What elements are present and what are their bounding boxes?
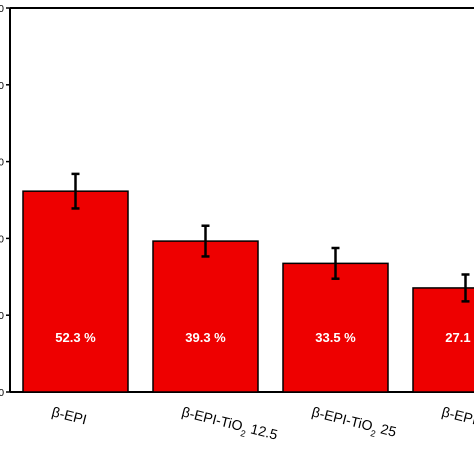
- y-tick-label-3: 60: [0, 158, 4, 169]
- category-label-main-0: β-EPI: [50, 403, 88, 427]
- category-label-sub-1: 2: [239, 428, 246, 439]
- data-label-1: 39.3 %: [185, 330, 226, 345]
- category-labels: β-EPI β-EPI-TiO2 12.5 β-EPI-TiO2 25 β-EPI-T…: [50, 403, 474, 446]
- category-label-main-1: β-EPI-TiO: [180, 403, 244, 434]
- bar-3: [412, 287, 474, 393]
- category-label-main-3: β-EPI-TiO: [440, 403, 474, 434]
- category-label-1: β-EPI-TiO2 12.5: [179, 403, 279, 446]
- category-label-tail-1: 12.5: [245, 420, 279, 443]
- y-tick-label-2: 40: [0, 234, 4, 245]
- category-label-3: β-EPI-TiO2 50: [439, 403, 474, 443]
- category-label-2: β-EPI-TiO2 25: [309, 403, 398, 443]
- y-tick-label-5: 100: [0, 4, 4, 15]
- y-tick-label-0: 0: [0, 388, 4, 399]
- bars: [22, 190, 474, 393]
- category-label-0: β-EPI: [50, 403, 88, 427]
- data-label-3: 27.1 %: [445, 330, 474, 345]
- y-tick-label-4: 80: [0, 81, 4, 92]
- error-bars: [71, 172, 470, 303]
- data-label-2: 33.5 %: [315, 330, 356, 345]
- bar-0: [22, 190, 129, 393]
- data-labels: 52.3 % 39.3 % 33.5 % 27.1 %: [55, 330, 474, 345]
- data-label-0: 52.3 %: [55, 330, 96, 345]
- category-label-tail-2: 25: [375, 420, 398, 440]
- bar-2: [282, 262, 389, 393]
- category-label-sub-2: 2: [369, 428, 376, 439]
- y-tick-label-1: 20: [0, 311, 4, 322]
- category-label-main-2: β-EPI-TiO: [310, 403, 374, 434]
- bar-1: [152, 240, 259, 393]
